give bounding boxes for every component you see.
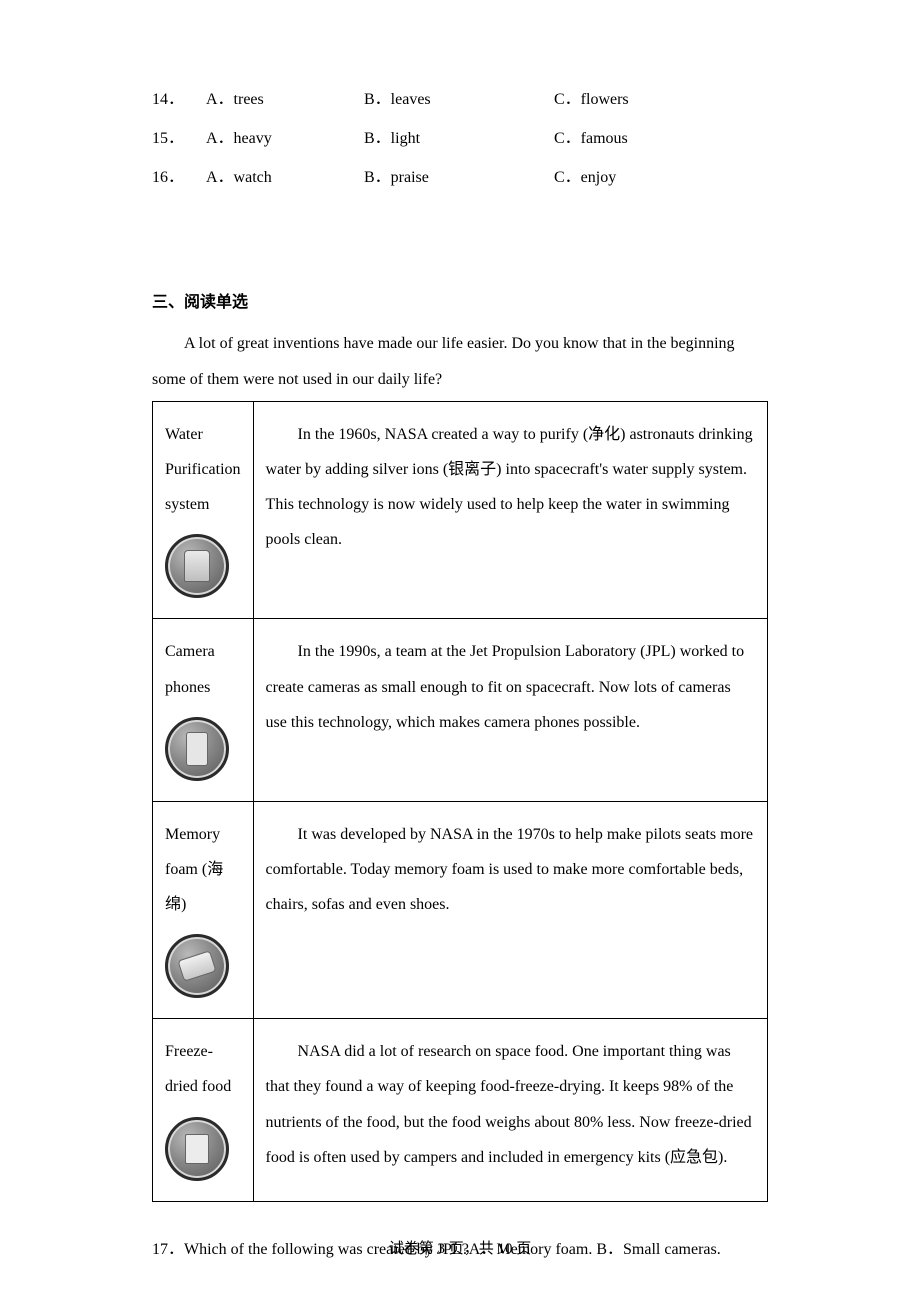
invention-title-cell: Memory foam (海绵): [153, 801, 254, 1019]
table-row: Memory foam (海绵) It was developed by NAS…: [153, 801, 768, 1019]
camera-phone-icon: [165, 717, 229, 781]
mc-option-c: C．famous: [554, 121, 768, 158]
page: 14． A．trees B．leaves C．flowers 15． A．hea…: [0, 0, 920, 1302]
mc-row-14: 14． A．trees B．leaves C．flowers: [152, 82, 768, 119]
invention-body: It was developed by NASA in the 1970s to…: [266, 817, 755, 923]
bottles-icon: [184, 550, 210, 582]
invention-body: In the 1960s, NASA created a way to puri…: [266, 417, 755, 558]
mc-option-b: B．praise: [364, 160, 554, 197]
invention-body-cell: It was developed by NASA in the 1970s to…: [253, 801, 767, 1019]
freeze-dried-food-icon: [165, 1117, 229, 1181]
table-row: Water Purification system In the 1960s, …: [153, 401, 768, 619]
invention-title: Freeze-dried food: [165, 1034, 241, 1104]
table-row: Camera phones In the 1990s, a team at th…: [153, 619, 768, 801]
pack-icon: [185, 1134, 209, 1164]
mc-option-a: A．heavy: [206, 121, 364, 158]
mc-option-a: A．trees: [206, 82, 364, 119]
mc-number: 14．: [152, 82, 206, 119]
invention-title-cell: Camera phones: [153, 619, 254, 801]
water-purification-icon: [165, 534, 229, 598]
foam-icon: [177, 951, 216, 982]
invention-title-cell: Water Purification system: [153, 401, 254, 619]
mc-number: 16．: [152, 160, 206, 197]
mc-option-b: B．leaves: [364, 82, 554, 119]
intro-paragraph: A lot of great inventions have made our …: [152, 326, 768, 396]
section-title: 三、阅读单选: [152, 288, 768, 312]
mc-row-15: 15． A．heavy B．light C．famous: [152, 121, 768, 158]
mc-row-16: 16． A．watch B．praise C．enjoy: [152, 160, 768, 197]
invention-title: Water Purification system: [165, 417, 241, 523]
invention-body-cell: In the 1990s, a team at the Jet Propulsi…: [253, 619, 767, 801]
mc-option-b: B．light: [364, 121, 554, 158]
mc-number: 15．: [152, 121, 206, 158]
mc-option-c: C．enjoy: [554, 160, 768, 197]
invention-title: Memory foam (海绵): [165, 817, 241, 923]
invention-body: NASA did a lot of research on space food…: [266, 1034, 755, 1175]
page-footer: 试卷第 3 页，共 10 页: [152, 1237, 768, 1258]
mc-option-c: C．flowers: [554, 82, 768, 119]
invention-body: In the 1990s, a team at the Jet Propulsi…: [266, 634, 755, 740]
invention-body-cell: NASA did a lot of research on space food…: [253, 1019, 767, 1201]
table-row: Freeze-dried food NASA did a lot of rese…: [153, 1019, 768, 1201]
phone-icon: [186, 732, 208, 766]
multiple-choice-block: 14． A．trees B．leaves C．flowers 15． A．hea…: [152, 82, 768, 196]
invention-title: Camera phones: [165, 634, 241, 704]
memory-foam-icon: [165, 934, 229, 998]
invention-body-cell: In the 1960s, NASA created a way to puri…: [253, 401, 767, 619]
inventions-table: Water Purification system In the 1960s, …: [152, 401, 768, 1202]
invention-title-cell: Freeze-dried food: [153, 1019, 254, 1201]
mc-option-a: A．watch: [206, 160, 364, 197]
